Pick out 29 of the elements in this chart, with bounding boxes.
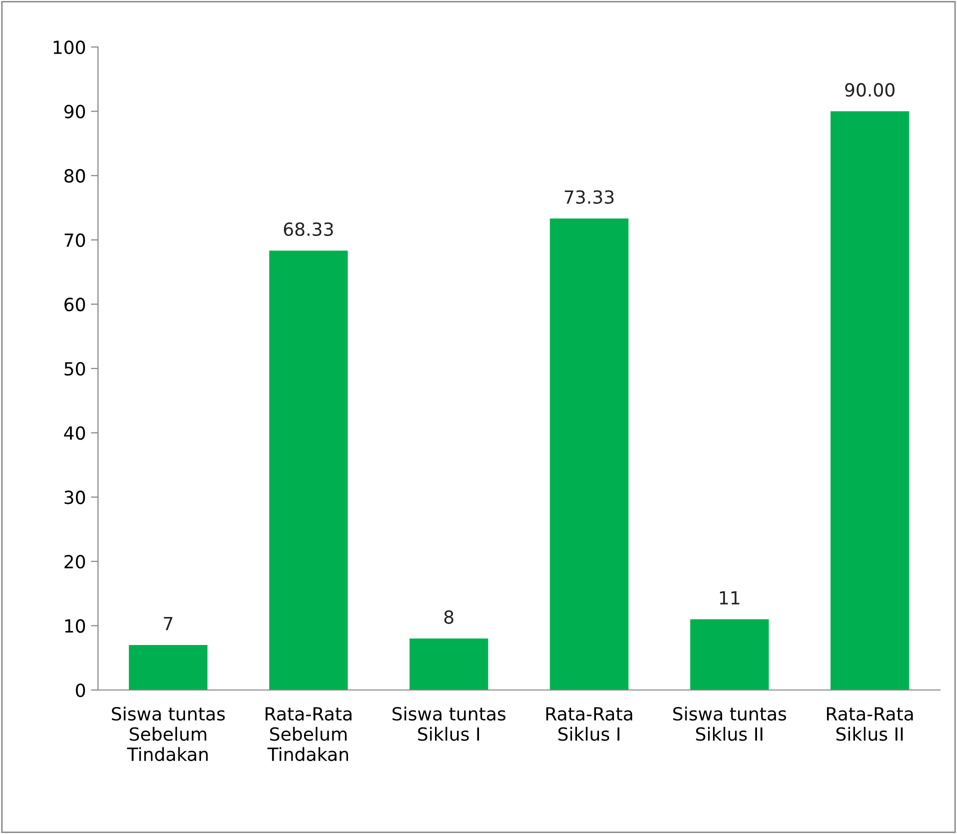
bar: [690, 619, 769, 690]
y-tick-label: 30: [64, 490, 85, 504]
x-tick-label: Rata-Rata Siklus I: [546, 707, 632, 741]
y-tick-label: 100: [54, 40, 85, 54]
bar: [550, 218, 628, 690]
y-tick-label: 80: [64, 169, 85, 183]
bar: [830, 111, 910, 690]
data-label: 7: [164, 616, 172, 630]
data-label: 68.33: [284, 222, 333, 236]
y-tick-label: 0: [76, 683, 85, 698]
x-tick-label: Siswa tuntas Siklus I: [392, 706, 506, 741]
y-tick-label: 50: [64, 362, 85, 376]
data-label: 73.33: [564, 190, 614, 204]
y-tick-label: 60: [64, 298, 85, 312]
bar: [269, 250, 348, 690]
y-tick-label: 90: [64, 104, 85, 118]
x-tick-label: Rata-Rata Sebelum Tindakan: [266, 707, 352, 762]
y-tick-label: 10: [65, 619, 85, 633]
bar: [410, 638, 488, 690]
y-tick-label: 20: [64, 554, 85, 569]
x-tick-label: Siswa tuntas Sebelum Tindakan: [112, 706, 225, 762]
data-label: 8: [444, 610, 454, 624]
x-tick-label: Siswa tuntas Siklus II: [673, 706, 786, 741]
x-tick-label: Rata-Rata Siklus II: [827, 707, 913, 741]
data-label: 11: [720, 591, 740, 604]
data-label: 90.00: [845, 83, 894, 97]
y-tick-label: 70: [64, 233, 85, 248]
bar: [128, 644, 208, 690]
y-tick-label: 40: [64, 426, 85, 440]
